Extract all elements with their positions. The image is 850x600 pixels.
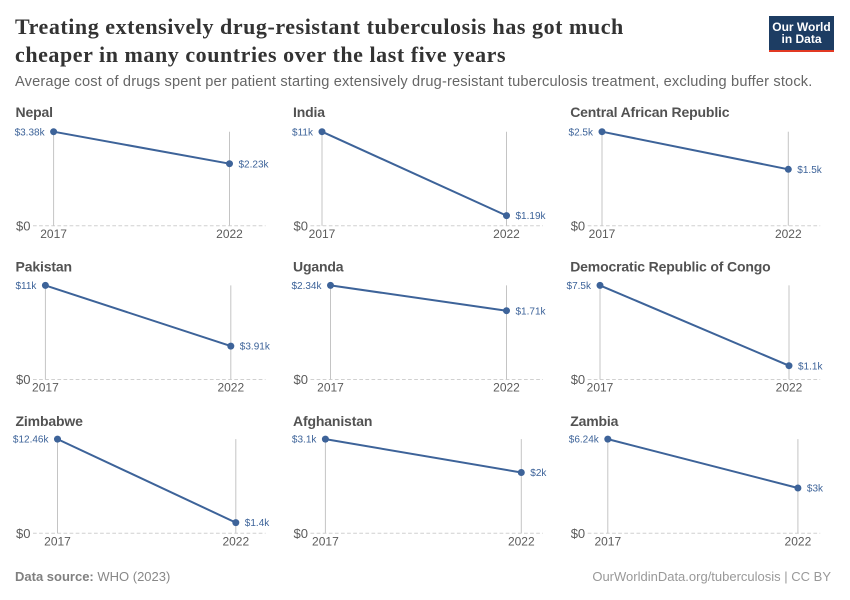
svg-text:Zimbabwe: Zimbabwe [16,413,84,429]
svg-text:$1.1k: $1.1k [798,361,823,372]
svg-text:$1.4k: $1.4k [245,518,270,529]
svg-text:India: India [293,104,325,120]
svg-text:$1.19k: $1.19k [516,211,547,222]
svg-text:2017: 2017 [589,227,616,241]
svg-text:2022: 2022 [493,227,520,241]
svg-text:$0: $0 [16,526,30,541]
svg-text:$1.5k: $1.5k [797,165,822,176]
svg-text:$3.38k: $3.38k [15,127,46,138]
svg-text:$0: $0 [571,218,585,233]
svg-text:2017: 2017 [317,381,344,395]
svg-text:$11k: $11k [292,127,314,138]
svg-text:Democratic Republic of Congo: Democratic Republic of Congo [570,259,770,275]
svg-text:$0: $0 [571,526,585,541]
svg-text:$11k: $11k [15,281,37,292]
svg-text:Zambia: Zambia [570,413,618,429]
svg-text:$1.71k: $1.71k [516,306,547,317]
svg-text:Central African Republic: Central African Republic [570,104,730,120]
svg-text:$12.46k: $12.46k [13,435,50,446]
svg-text:2017: 2017 [312,534,339,548]
svg-text:2017: 2017 [44,534,71,548]
svg-text:$0: $0 [571,372,585,387]
svg-text:2022: 2022 [493,381,520,395]
svg-text:2022: 2022 [508,534,535,548]
svg-text:2017: 2017 [587,381,614,395]
svg-text:2017: 2017 [40,227,67,241]
svg-text:$0: $0 [294,372,308,387]
svg-text:$6.24k: $6.24k [569,435,600,446]
svg-text:Afghanistan: Afghanistan [293,413,372,429]
svg-text:2022: 2022 [785,534,812,548]
svg-text:2022: 2022 [216,227,243,241]
svg-text:$0: $0 [294,526,308,541]
svg-text:Uganda: Uganda [293,259,344,275]
svg-text:2022: 2022 [776,381,803,395]
svg-text:Pakistan: Pakistan [16,259,72,275]
svg-text:$0: $0 [294,218,308,233]
svg-text:$0: $0 [16,218,30,233]
svg-text:2017: 2017 [594,534,621,548]
svg-text:2022: 2022 [775,227,802,241]
svg-text:2017: 2017 [32,381,59,395]
svg-text:$3k: $3k [807,484,824,495]
svg-text:$3.91k: $3.91k [240,342,271,353]
svg-text:Nepal: Nepal [16,104,53,120]
svg-text:$3.1k: $3.1k [292,435,317,446]
svg-text:$2.34k: $2.34k [291,281,322,292]
svg-text:$2.23k: $2.23k [239,159,270,170]
svg-text:$2k: $2k [530,468,547,479]
svg-text:$0: $0 [16,372,30,387]
svg-text:$7.5k: $7.5k [567,281,592,292]
svg-text:2017: 2017 [309,227,336,241]
svg-text:$2.5k: $2.5k [569,127,594,138]
svg-text:2022: 2022 [222,534,249,548]
svg-text:2022: 2022 [217,381,244,395]
